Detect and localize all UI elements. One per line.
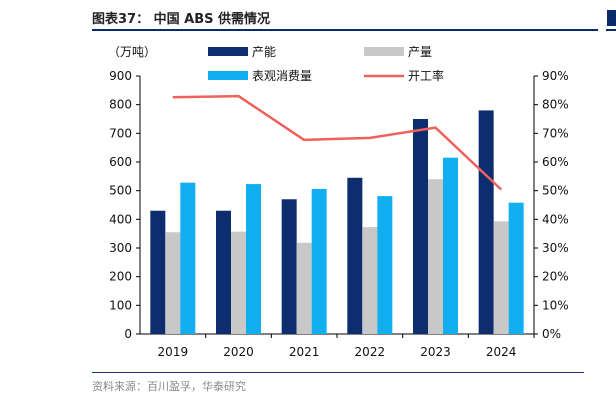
y-right-tick-label: 10% (542, 298, 569, 312)
y-left-tick-label: 700 (109, 126, 132, 140)
legend-label-产能: 产能 (252, 45, 276, 59)
chart-line (172, 94, 503, 191)
legend-swatch-产量 (364, 47, 404, 56)
y-left-tick-label: 400 (109, 212, 132, 226)
bar-产量 (493, 221, 509, 334)
adjacent-figure-edge (607, 10, 616, 26)
y-right-tick-label: 0% (542, 327, 561, 341)
title-divider (92, 29, 598, 31)
y-right-tick-label: 60% (542, 155, 569, 169)
x-tick-label: 2023 (420, 345, 451, 359)
bar-产能 (413, 119, 428, 334)
figure-title: 图表37： 中国 ABS 供需情况 (92, 12, 271, 27)
y-right-tick-label: 40% (542, 212, 569, 226)
adjacent-figure-divider (606, 29, 616, 31)
chart-bars (150, 110, 524, 335)
y-right-tick-label: 90% (542, 69, 569, 83)
legend-label-表观消费量: 表观消费量 (252, 69, 312, 83)
x-tick-label: 2019 (158, 345, 189, 359)
bar-表观消费量 (311, 188, 327, 334)
source-divider (92, 372, 584, 373)
bar-产量 (165, 232, 181, 334)
y-left-unit-label: （万吨） (108, 45, 156, 59)
x-tick-label: 2022 (355, 345, 386, 359)
x-tick-label: 2024 (486, 345, 517, 359)
y-left-tick-label: 300 (109, 241, 132, 255)
bar-表观消费量 (377, 196, 393, 334)
y-left-tick-label: 0 (124, 327, 132, 341)
bar-产量 (231, 231, 246, 334)
legend-label-产量: 产量 (408, 45, 432, 59)
legend-swatch-表观消费量 (208, 71, 248, 80)
legend-label-开工率: 开工率 (408, 68, 444, 83)
bar-表观消费量 (246, 184, 261, 334)
y-left-tick-label: 100 (109, 298, 132, 312)
bar-产能 (216, 210, 231, 334)
bar-表观消费量 (443, 157, 458, 334)
y-right-tick-label: 50% (542, 184, 569, 198)
y-left-tick-label: 800 (109, 98, 132, 112)
source-note: 资料来源：百川盈孚，华泰研究 (92, 380, 246, 393)
y-left-tick-label: 500 (109, 184, 132, 198)
bar-表观消费量 (180, 182, 196, 334)
bar-表观消费量 (508, 202, 524, 334)
y-left-tick-label: 600 (109, 155, 132, 169)
y-right-tick-label: 20% (542, 270, 569, 284)
legend-swatch-产能 (208, 47, 248, 56)
bar-产量 (362, 227, 378, 334)
y-left-tick-label: 900 (109, 69, 132, 83)
chart-axes: 0 100 200 300 400 500 600 700 800 900 0% 10% 20% 30% 4… (108, 45, 569, 359)
y-left-tick-label: 200 (109, 270, 132, 284)
bar-产能 (281, 199, 297, 334)
y-right-tick-label: 70% (542, 126, 569, 140)
x-tick-label: 2021 (289, 345, 320, 359)
bar-产量 (428, 179, 443, 334)
bar-产能 (150, 210, 166, 334)
bar-产能 (478, 110, 494, 335)
bar-产能 (347, 177, 363, 334)
line-开工率 (172, 94, 503, 191)
bar-产量 (296, 242, 312, 334)
y-right-tick-label: 30% (542, 241, 569, 255)
x-tick-label: 2020 (223, 345, 254, 359)
y-right-tick-label: 80% (542, 98, 569, 112)
